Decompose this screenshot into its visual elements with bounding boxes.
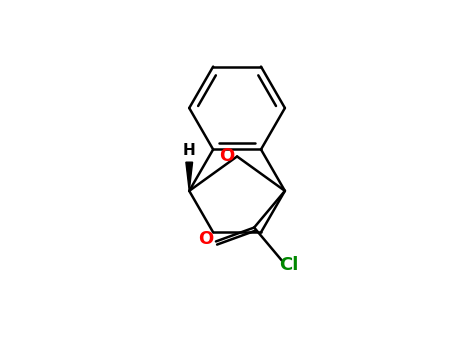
Text: H: H xyxy=(183,143,196,158)
Polygon shape xyxy=(186,162,192,191)
Text: O: O xyxy=(198,230,213,248)
Text: Cl: Cl xyxy=(279,256,298,274)
Text: O: O xyxy=(219,147,234,166)
